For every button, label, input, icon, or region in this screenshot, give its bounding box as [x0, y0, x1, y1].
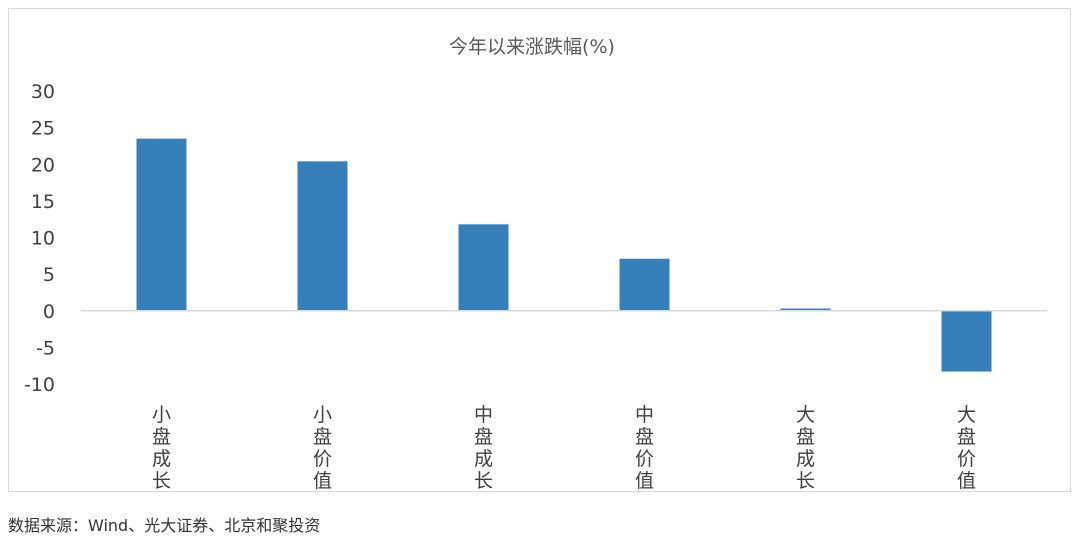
y-tick-label: 20	[31, 154, 55, 176]
y-tick-label: 25	[31, 118, 55, 140]
bar	[780, 308, 831, 311]
bar-chart: 今年以来涨跌幅(%) 30 25 20 15 10 5 0 -5 -10 小盘成长 小盘价值 中盘成…	[24, 36, 1047, 492]
source-note: 数据来源：Wind、光大证券、北京和聚投资	[8, 516, 321, 535]
x-axis-labels: 小盘成长 小盘价值 中盘成长 中盘价值 大盘成长 大盘价值	[152, 404, 976, 492]
x-category-label: 中盘成长	[474, 404, 493, 492]
bar	[941, 310, 992, 372]
bar	[619, 258, 670, 311]
y-tick-label: -10	[24, 374, 55, 396]
y-tick-label: 10	[31, 228, 55, 250]
bar	[297, 161, 348, 311]
y-tick-label: -5	[36, 337, 55, 359]
y-tick-label: 5	[43, 264, 55, 286]
bars	[136, 138, 992, 372]
bar	[136, 138, 187, 311]
x-category-label: 小盘价值	[313, 404, 332, 492]
bar	[458, 224, 509, 311]
x-category-label: 大盘价值	[957, 404, 976, 492]
y-tick-label: 0	[43, 301, 55, 323]
y-tick-label: 15	[31, 191, 55, 213]
x-category-label: 小盘成长	[152, 404, 171, 492]
x-category-label: 大盘成长	[796, 404, 815, 492]
chart-frame: 今年以来涨跌幅(%) 30 25 20 15 10 5 0 -5 -10 小盘成长 小盘价值 中盘成…	[8, 8, 1071, 492]
x-category-label: 中盘价值	[635, 404, 654, 492]
chart-title: 今年以来涨跌幅(%)	[449, 36, 615, 58]
y-tick-label: 30	[31, 81, 55, 103]
y-axis-ticks: 30 25 20 15 10 5 0 -5 -10	[24, 81, 55, 396]
